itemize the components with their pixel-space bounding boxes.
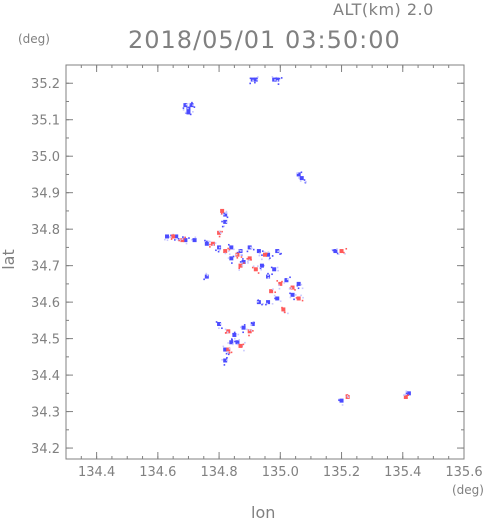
axis-ticks: 134.4 134.6 134.8 135.0 135.2 135.4 135.6 34.2 3… — [31, 64, 483, 480]
y-tick-label: 34.3 — [31, 406, 60, 421]
red-echo-point — [223, 247, 231, 256]
red-echo-point — [224, 328, 231, 334]
blue-echo-point — [265, 300, 274, 306]
red-echo-point — [246, 256, 252, 263]
blue-echo-point — [203, 272, 209, 281]
blue-echo-point — [182, 236, 190, 245]
red-echo-point — [295, 294, 304, 302]
blue-echo-point — [227, 255, 235, 264]
blue-echo-point — [259, 263, 265, 271]
blue-echo-point — [249, 77, 255, 85]
y-tick-label: 34.9 — [31, 187, 60, 202]
blue-echo-point — [188, 101, 196, 108]
red-echo-point — [226, 347, 233, 354]
x-tick-label: 135.4 — [384, 465, 421, 480]
red-echo-point — [220, 208, 227, 216]
red-echo-point — [281, 306, 289, 315]
blue-echo-point — [215, 245, 222, 253]
red-echo-point — [170, 234, 177, 240]
blue-echo-point — [253, 76, 259, 84]
blue-echo-point — [191, 236, 197, 243]
red-echo-point — [238, 341, 246, 352]
red-echo-point — [235, 252, 243, 259]
blue-echo-point — [239, 324, 248, 334]
red-echo-point — [345, 394, 350, 399]
blue-echo-point — [405, 390, 411, 396]
red-echo-point — [247, 329, 254, 337]
red-echo-point — [276, 280, 283, 290]
blue-echo-point — [227, 338, 234, 346]
x-tick-label: 135.6 — [445, 465, 482, 480]
blue-echo-point — [256, 299, 264, 306]
blue-echo-point — [184, 110, 194, 116]
blue-echo-point — [246, 245, 255, 253]
blue-echo-point — [221, 357, 228, 366]
red-echo-point — [238, 262, 245, 271]
x-tick-label: 134.8 — [200, 465, 237, 480]
blue-echo-point — [256, 249, 264, 257]
blue-echo-point — [232, 331, 240, 340]
timestamp-title: 2018/05/01 03:50:00 — [128, 26, 401, 54]
y-tick-label: 34.2 — [31, 442, 60, 457]
y-tick-label: 35.1 — [31, 114, 60, 129]
blue-echo-point — [266, 272, 273, 279]
blue-echo-point — [275, 249, 282, 255]
y-tick-label: 35.0 — [31, 150, 60, 165]
y-tick-label: 34.5 — [31, 333, 60, 348]
x-tick-label: 135.0 — [262, 465, 299, 480]
plot-frame — [65, 64, 465, 460]
red-echo-point — [178, 236, 186, 243]
red-echo-point — [251, 265, 260, 274]
blue-echo-point — [204, 239, 211, 246]
blue-echo-point — [239, 258, 249, 264]
red-echo-point — [288, 285, 296, 291]
x-axis-label: lon — [251, 503, 276, 522]
blue-echo-point — [331, 248, 339, 255]
blue-echo-point — [283, 276, 291, 284]
y-tick-label: 34.6 — [31, 296, 60, 311]
blue-echo-point — [182, 102, 188, 111]
blue-echo-point — [296, 171, 303, 179]
blue-echo-point — [221, 219, 228, 228]
blue-echo-point — [215, 321, 223, 330]
lon-unit-label: (deg) — [452, 483, 484, 497]
red-echo-point — [269, 288, 277, 297]
red-echo-point — [217, 230, 223, 238]
blue-echo-point — [227, 243, 235, 253]
red-echo-point — [209, 241, 217, 248]
x-tick-label: 135.2 — [323, 465, 360, 480]
blue-echo-point — [266, 251, 274, 261]
x-tick-label: 134.4 — [78, 465, 115, 480]
altitude-label: ALT(km) 2.0 — [333, 0, 434, 19]
blue-echo-point — [222, 210, 229, 219]
y-tick-label: 34.4 — [31, 369, 60, 384]
red-echo-point — [403, 393, 409, 399]
x-tick-label: 134.6 — [139, 465, 176, 480]
red-echo-point — [337, 247, 348, 255]
blue-echo-point — [274, 77, 283, 82]
data-marks — [164, 75, 411, 406]
blue-echo-point — [299, 176, 307, 184]
blue-echo-point — [337, 398, 344, 406]
blue-echo-point — [164, 234, 172, 242]
blue-echo-point — [250, 321, 255, 327]
blue-echo-point — [296, 281, 304, 290]
blue-echo-point — [289, 292, 297, 301]
y-tick-label: 34.8 — [31, 223, 60, 238]
blue-echo-point — [274, 296, 282, 303]
red-echo-point — [261, 251, 268, 261]
y-tick-label: 34.7 — [31, 260, 60, 275]
blue-echo-point — [270, 266, 279, 272]
y-tick-label: 35.2 — [31, 77, 60, 92]
lat-unit-label: (deg) — [18, 32, 50, 46]
